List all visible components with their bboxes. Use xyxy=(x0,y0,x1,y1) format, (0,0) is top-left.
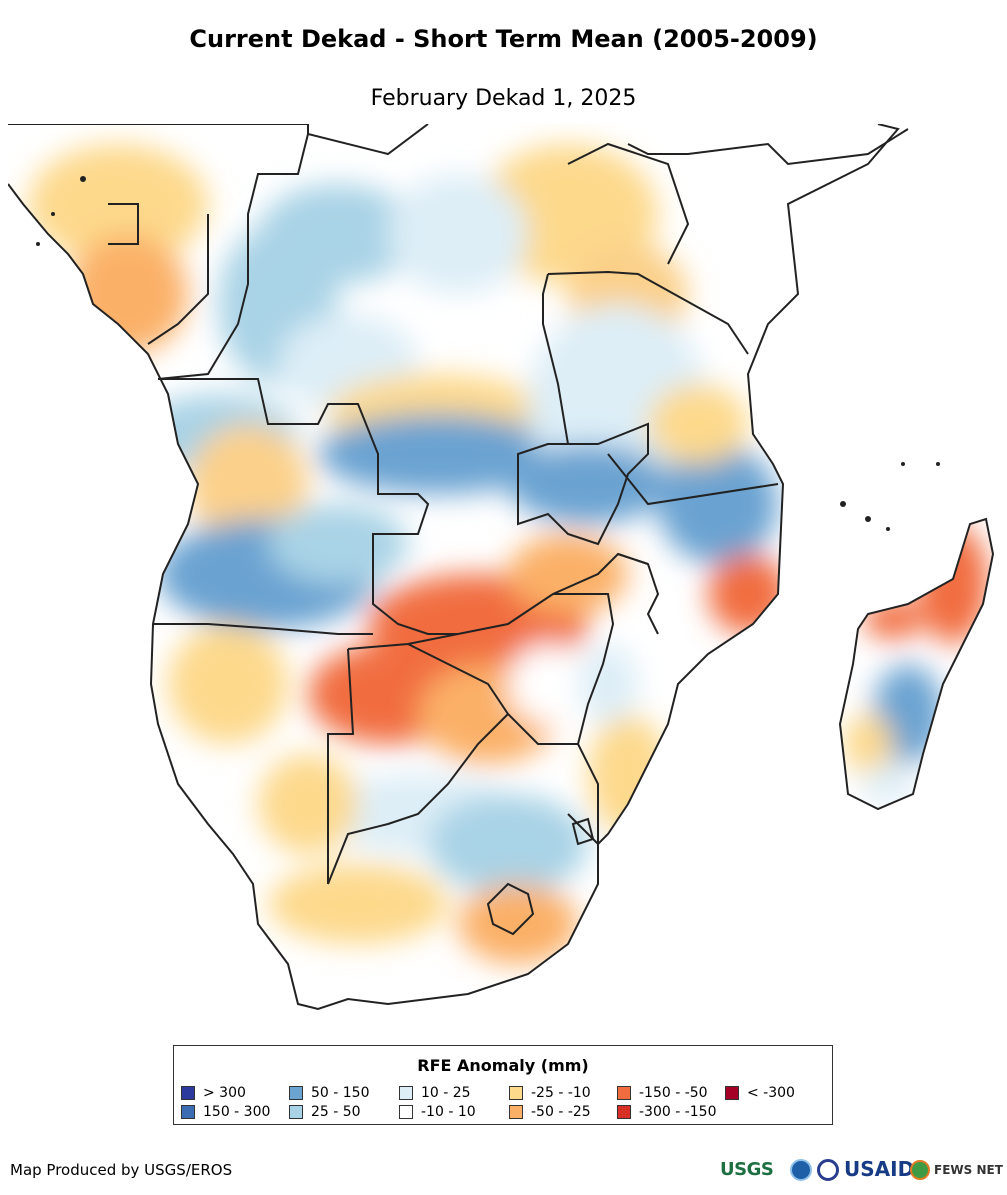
map-title: Current Dekad - Short Term Mean (2005-20… xyxy=(189,25,818,53)
legend-title: RFE Anomaly (mm) xyxy=(417,1056,589,1075)
map-credit: Map Produced by USGS/EROS xyxy=(10,1161,233,1179)
legend-label: 10 - 25 xyxy=(421,1085,471,1101)
small-country-borders xyxy=(486,817,595,936)
legend-label: 50 - 150 xyxy=(311,1085,370,1101)
legend-label: > 300 xyxy=(203,1085,246,1101)
legend-swatch xyxy=(617,1086,631,1100)
noaa-logo-icon xyxy=(790,1159,812,1181)
legend-label: -150 - -50 xyxy=(639,1085,708,1101)
fews-net-logo: FEWS NET xyxy=(934,1163,1003,1177)
legend-label: -25 - -10 xyxy=(531,1085,591,1101)
country-borders xyxy=(108,128,909,885)
usgs-logo: USGS xyxy=(720,1159,774,1180)
legend: RFE Anomaly (mm) > 300 150 - 300 50 - 15… xyxy=(173,1045,833,1125)
legend-swatch xyxy=(289,1086,303,1100)
fews-globe-icon xyxy=(910,1160,930,1180)
legend-swatch xyxy=(181,1086,195,1100)
map-subtitle: February Dekad 1, 2025 xyxy=(370,86,637,111)
legend-swatch xyxy=(399,1105,413,1119)
legend-label: < -300 xyxy=(747,1085,795,1101)
legend-swatch xyxy=(399,1086,413,1100)
mainland-anomaly-field xyxy=(8,124,898,1009)
legend-swatch xyxy=(725,1086,739,1100)
legend-swatch xyxy=(289,1105,303,1119)
rainfall-anomaly-map xyxy=(8,124,995,1011)
legend-label: -300 - -150 xyxy=(639,1104,717,1120)
legend-label: -50 - -25 xyxy=(531,1104,591,1120)
legend-swatch xyxy=(509,1086,523,1100)
agency-logos: USGS USAID FEWS NET xyxy=(720,1157,1005,1187)
legend-label: 25 - 50 xyxy=(311,1104,361,1120)
usaid-logo: USAID xyxy=(844,1157,915,1181)
legend-swatch xyxy=(617,1105,631,1119)
eswatini-border xyxy=(571,817,595,846)
legend-label: 150 - 300 xyxy=(203,1104,271,1120)
legend-label: -10 - 10 xyxy=(421,1104,476,1120)
islands xyxy=(36,176,940,531)
commerce-seal-icon xyxy=(817,1159,839,1181)
legend-swatch xyxy=(509,1105,523,1119)
legend-swatch xyxy=(181,1105,195,1119)
lesotho-border xyxy=(486,882,535,936)
